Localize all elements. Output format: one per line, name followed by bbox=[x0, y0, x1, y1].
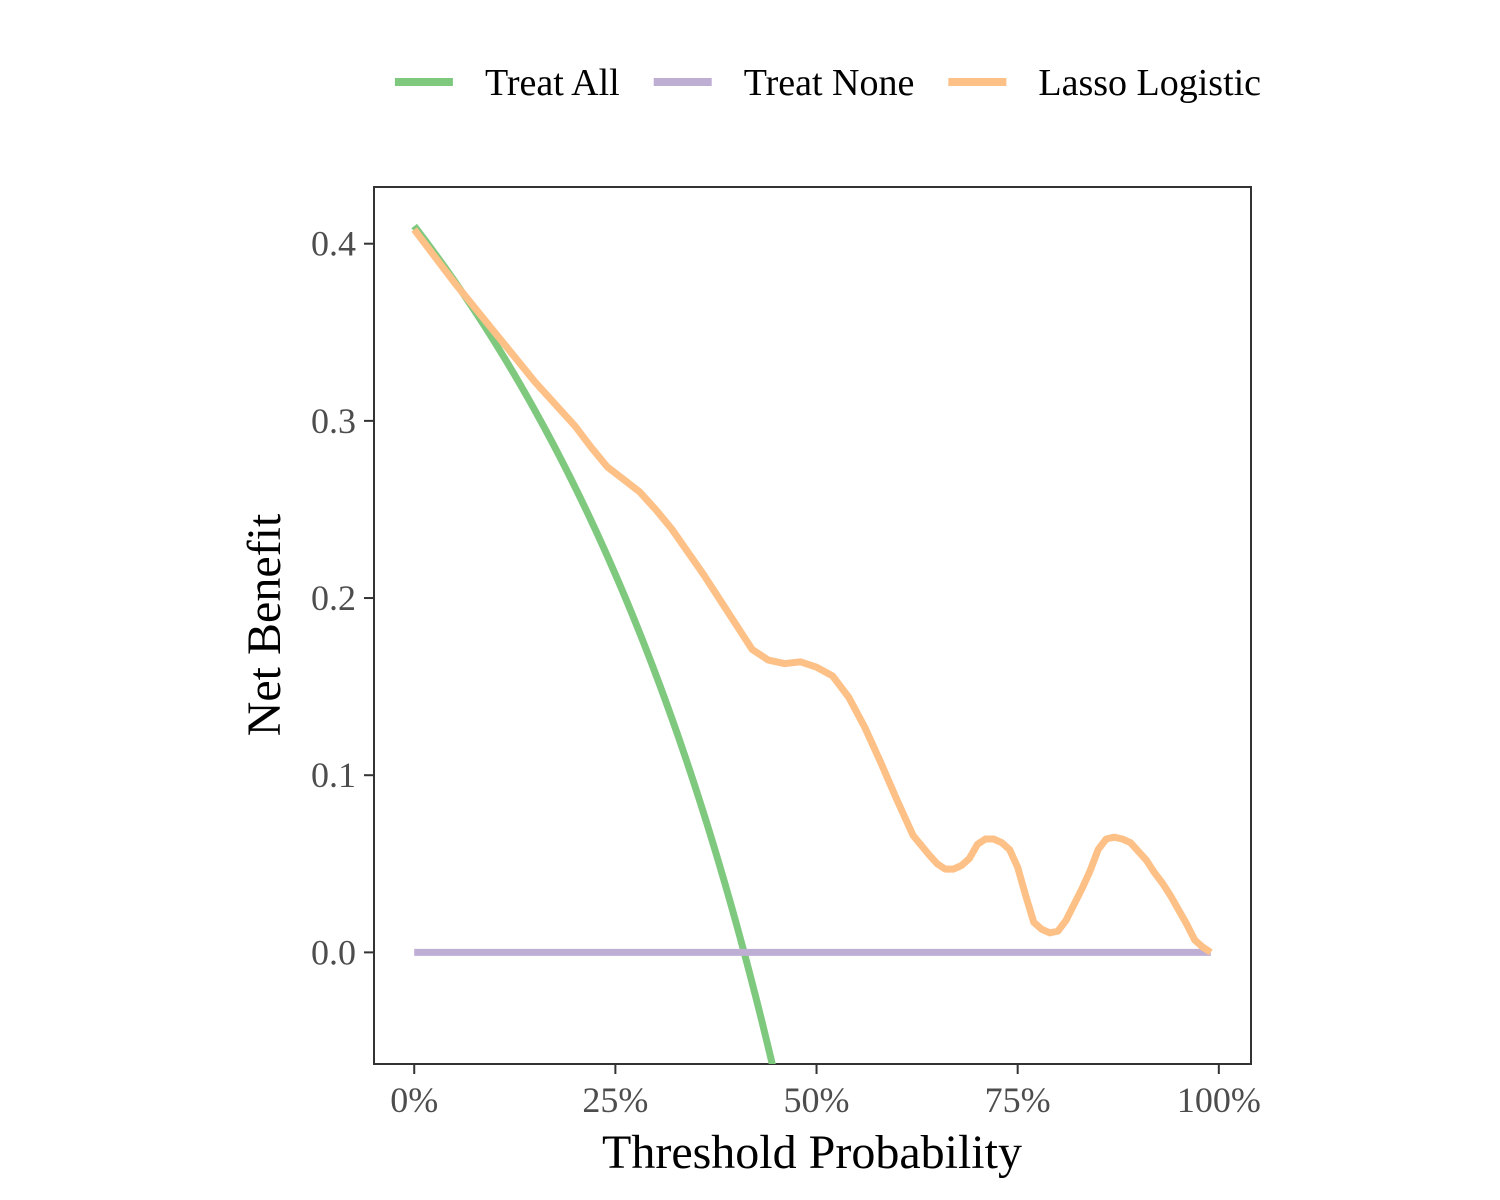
y-axis: 0.0 0.1 0.2 0.3 0.4 bbox=[311, 224, 374, 972]
y-axis-title: Net Benefit bbox=[238, 513, 291, 736]
x-tick-label: 75% bbox=[985, 1080, 1051, 1120]
x-axis-title: Threshold Probability bbox=[602, 1126, 1022, 1179]
legend-label-treat-all: Treat All bbox=[485, 62, 620, 104]
x-tick-label: 100% bbox=[1177, 1080, 1261, 1120]
y-tick-label: 0.1 bbox=[311, 755, 356, 795]
legend-label-treat-none: Treat None bbox=[744, 62, 915, 104]
legend: Treat All Treat None Lasso Logistic bbox=[394, 62, 1261, 104]
legend-label-lasso-logistic: Lasso Logistic bbox=[1038, 62, 1261, 104]
x-axis: 0% 25% 50% 75% 100% bbox=[390, 1064, 1261, 1120]
plot-panel-border bbox=[373, 186, 1252, 1065]
series-line-lasso-logistic bbox=[411, 227, 1213, 956]
y-tick-label: 0.0 bbox=[311, 932, 356, 972]
y-tick-label: 0.2 bbox=[311, 578, 356, 618]
y-tick-label: 0.4 bbox=[311, 224, 356, 264]
x-tick-label: 0% bbox=[390, 1080, 438, 1120]
x-tick-label: 25% bbox=[582, 1080, 648, 1120]
series-layer bbox=[411, 223, 1213, 1064]
x-tick-label: 50% bbox=[784, 1080, 850, 1120]
y-tick-label: 0.3 bbox=[311, 401, 356, 441]
